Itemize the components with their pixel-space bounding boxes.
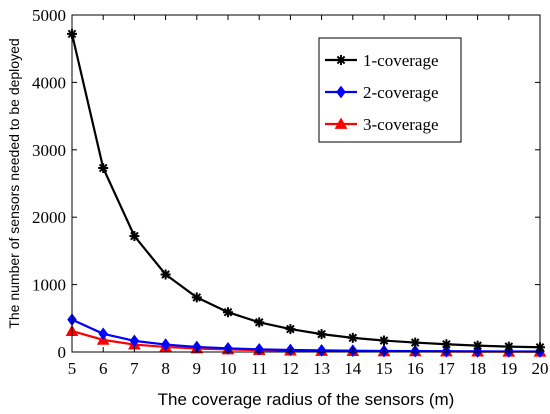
y-tick-label: 0 bbox=[58, 343, 67, 362]
x-tick-label: 11 bbox=[251, 359, 267, 378]
x-tick-label: 13 bbox=[313, 359, 330, 378]
y-tick-label: 5000 bbox=[32, 6, 66, 25]
legend-item: 3-coverage bbox=[325, 115, 439, 134]
x-tick-label: 17 bbox=[438, 359, 456, 378]
x-tick-label: 19 bbox=[500, 359, 517, 378]
data-point bbox=[160, 269, 171, 280]
y-tick-label: 3000 bbox=[32, 141, 66, 160]
y-tick-label: 1000 bbox=[32, 276, 66, 295]
data-point bbox=[129, 334, 140, 348]
axes: 5 6 7 8 9 10 11 12 13 14 15 16 17 18 19 20 0 1000 2000 3000… bbox=[32, 6, 549, 378]
data-point bbox=[379, 335, 389, 346]
x-tick-label: 20 bbox=[532, 359, 549, 378]
data-point bbox=[285, 324, 296, 335]
x-tick-label: 5 bbox=[68, 359, 77, 378]
data-point bbox=[129, 231, 140, 242]
x-axis-title: The coverage radius of the sensors (m) bbox=[158, 390, 455, 409]
x-tick-label: 8 bbox=[161, 359, 170, 378]
data-point bbox=[191, 292, 202, 303]
y-tick-label: 2000 bbox=[32, 208, 66, 227]
legend-marker bbox=[336, 55, 346, 65]
data-point bbox=[98, 162, 109, 173]
legend-label: 2-coverage bbox=[363, 83, 439, 102]
legend-label: 1-coverage bbox=[363, 51, 439, 70]
series-line bbox=[71, 318, 541, 353]
data-point bbox=[254, 317, 265, 328]
y-axis-title: The number of sensors needed to be deplo… bbox=[6, 38, 22, 328]
series-1-coverage bbox=[67, 28, 545, 353]
x-tick-label: 7 bbox=[130, 359, 139, 378]
plot-area bbox=[65, 28, 547, 358]
data-point bbox=[98, 327, 108, 341]
x-tick-label: 14 bbox=[344, 359, 362, 378]
x-tick-label: 16 bbox=[407, 359, 424, 378]
x-tick-label: 9 bbox=[193, 359, 202, 378]
x-tick-label: 15 bbox=[376, 359, 393, 378]
data-point bbox=[316, 329, 327, 340]
series-2-coverage bbox=[67, 313, 545, 358]
legend-label: 3-coverage bbox=[363, 115, 439, 134]
data-point bbox=[347, 332, 358, 343]
legend: 1-coverage 2-coverage 3-coverage bbox=[318, 37, 462, 143]
x-tick-label: 10 bbox=[220, 359, 237, 378]
data-point bbox=[441, 339, 452, 350]
x-tick-label: 12 bbox=[282, 359, 299, 378]
data-point bbox=[223, 307, 233, 318]
series-line bbox=[70, 33, 541, 349]
legend-item: 1-coverage bbox=[325, 51, 439, 70]
x-tick-label: 6 bbox=[99, 359, 108, 378]
plot-frame bbox=[71, 14, 541, 353]
legend-marker bbox=[336, 85, 346, 99]
legend-item: 2-coverage bbox=[325, 83, 439, 102]
y-tick-label: 4000 bbox=[32, 73, 66, 92]
legend-marker bbox=[334, 117, 348, 129]
data-point bbox=[410, 337, 421, 348]
x-tick-label: 18 bbox=[469, 359, 486, 378]
